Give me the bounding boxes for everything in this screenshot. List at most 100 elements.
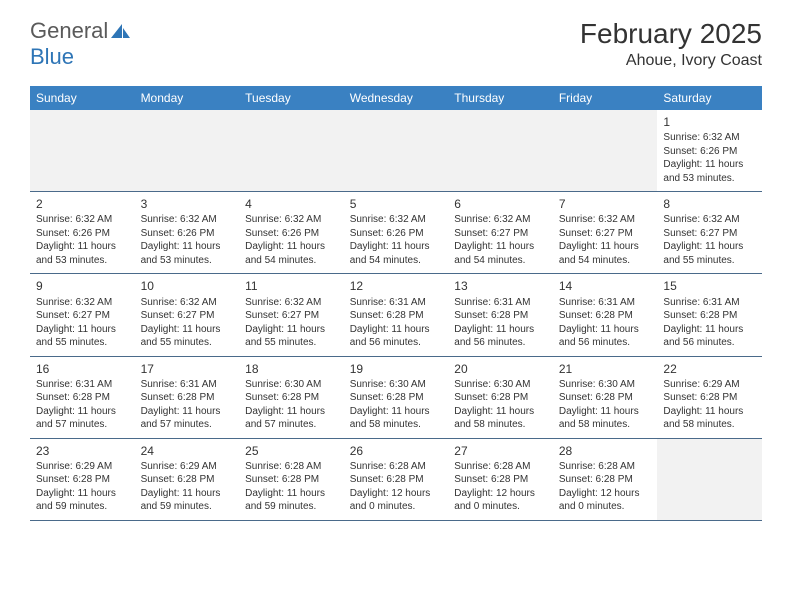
day-number: 12: [350, 278, 443, 294]
sunset-text: Sunset: 6:27 PM: [245, 309, 338, 323]
sunrise-text: Sunrise: 6:32 AM: [559, 213, 652, 227]
daylight-text: Daylight: 11 hours and 59 minutes.: [141, 487, 234, 514]
sunrise-text: Sunrise: 6:32 AM: [350, 213, 443, 227]
day-number: 5: [350, 196, 443, 212]
day-cell: [239, 110, 344, 191]
daylight-text: Daylight: 11 hours and 56 minutes.: [350, 323, 443, 350]
sunset-text: Sunset: 6:28 PM: [663, 309, 756, 323]
sunset-text: Sunset: 6:26 PM: [141, 227, 234, 241]
day-cell: 8Sunrise: 6:32 AMSunset: 6:27 PMDaylight…: [657, 192, 762, 273]
day-number: 1: [663, 114, 756, 130]
day-cell: 2Sunrise: 6:32 AMSunset: 6:26 PMDaylight…: [30, 192, 135, 273]
day-number: 14: [559, 278, 652, 294]
sunset-text: Sunset: 6:28 PM: [454, 473, 547, 487]
day-cell: 10Sunrise: 6:32 AMSunset: 6:27 PMDayligh…: [135, 274, 240, 355]
day-number: 20: [454, 361, 547, 377]
day-cell: 19Sunrise: 6:30 AMSunset: 6:28 PMDayligh…: [344, 357, 449, 438]
day-number: 27: [454, 443, 547, 459]
logo-word1: General: [30, 18, 108, 44]
day-cell: 14Sunrise: 6:31 AMSunset: 6:28 PMDayligh…: [553, 274, 658, 355]
sunrise-text: Sunrise: 6:28 AM: [350, 460, 443, 474]
sunrise-text: Sunrise: 6:31 AM: [559, 296, 652, 310]
sunrise-text: Sunrise: 6:28 AM: [454, 460, 547, 474]
day-cell: 5Sunrise: 6:32 AMSunset: 6:26 PMDaylight…: [344, 192, 449, 273]
day-cell: 28Sunrise: 6:28 AMSunset: 6:28 PMDayligh…: [553, 439, 658, 520]
daylight-text: Daylight: 11 hours and 57 minutes.: [36, 405, 129, 432]
sunrise-text: Sunrise: 6:30 AM: [559, 378, 652, 392]
sunrise-text: Sunrise: 6:29 AM: [663, 378, 756, 392]
daylight-text: Daylight: 11 hours and 59 minutes.: [36, 487, 129, 514]
sunrise-text: Sunrise: 6:31 AM: [350, 296, 443, 310]
sunset-text: Sunset: 6:26 PM: [245, 227, 338, 241]
sunset-text: Sunset: 6:28 PM: [559, 309, 652, 323]
day-cell: [553, 110, 658, 191]
day-cell: 3Sunrise: 6:32 AMSunset: 6:26 PMDaylight…: [135, 192, 240, 273]
day-header-tue: Tuesday: [239, 86, 344, 110]
day-cell: 12Sunrise: 6:31 AMSunset: 6:28 PMDayligh…: [344, 274, 449, 355]
sunrise-text: Sunrise: 6:32 AM: [36, 213, 129, 227]
day-cell: 21Sunrise: 6:30 AMSunset: 6:28 PMDayligh…: [553, 357, 658, 438]
daylight-text: Daylight: 11 hours and 57 minutes.: [141, 405, 234, 432]
day-cell: 1Sunrise: 6:32 AMSunset: 6:26 PMDaylight…: [657, 110, 762, 191]
day-number: 6: [454, 196, 547, 212]
day-number: 17: [141, 361, 234, 377]
day-header-fri: Friday: [553, 86, 658, 110]
sunrise-text: Sunrise: 6:28 AM: [559, 460, 652, 474]
day-cell: 20Sunrise: 6:30 AMSunset: 6:28 PMDayligh…: [448, 357, 553, 438]
sunrise-text: Sunrise: 6:32 AM: [454, 213, 547, 227]
week-row: 2Sunrise: 6:32 AMSunset: 6:26 PMDaylight…: [30, 192, 762, 274]
sunrise-text: Sunrise: 6:32 AM: [663, 213, 756, 227]
day-number: 25: [245, 443, 338, 459]
week-row: 23Sunrise: 6:29 AMSunset: 6:28 PMDayligh…: [30, 439, 762, 521]
sunrise-text: Sunrise: 6:32 AM: [663, 131, 756, 145]
day-cell: 7Sunrise: 6:32 AMSunset: 6:27 PMDaylight…: [553, 192, 658, 273]
week-row: 1Sunrise: 6:32 AMSunset: 6:26 PMDaylight…: [30, 110, 762, 192]
sunrise-text: Sunrise: 6:32 AM: [36, 296, 129, 310]
daylight-text: Daylight: 11 hours and 56 minutes.: [454, 323, 547, 350]
day-cell: 11Sunrise: 6:32 AMSunset: 6:27 PMDayligh…: [239, 274, 344, 355]
day-number: 24: [141, 443, 234, 459]
daylight-text: Daylight: 11 hours and 53 minutes.: [36, 240, 129, 267]
day-cell: [657, 439, 762, 520]
sunrise-text: Sunrise: 6:28 AM: [245, 460, 338, 474]
day-cell: 22Sunrise: 6:29 AMSunset: 6:28 PMDayligh…: [657, 357, 762, 438]
day-number: 13: [454, 278, 547, 294]
daylight-text: Daylight: 11 hours and 58 minutes.: [454, 405, 547, 432]
day-number: 28: [559, 443, 652, 459]
sunrise-text: Sunrise: 6:32 AM: [245, 213, 338, 227]
daylight-text: Daylight: 11 hours and 58 minutes.: [663, 405, 756, 432]
sunset-text: Sunset: 6:26 PM: [350, 227, 443, 241]
title-block: February 2025 Ahoue, Ivory Coast: [580, 18, 762, 70]
daylight-text: Daylight: 11 hours and 56 minutes.: [663, 323, 756, 350]
sunrise-text: Sunrise: 6:29 AM: [141, 460, 234, 474]
daylight-text: Daylight: 11 hours and 55 minutes.: [36, 323, 129, 350]
day-cell: [448, 110, 553, 191]
day-header-row: Sunday Monday Tuesday Wednesday Thursday…: [30, 86, 762, 110]
daylight-text: Daylight: 11 hours and 57 minutes.: [245, 405, 338, 432]
day-cell: 27Sunrise: 6:28 AMSunset: 6:28 PMDayligh…: [448, 439, 553, 520]
daylight-text: Daylight: 11 hours and 54 minutes.: [454, 240, 547, 267]
daylight-text: Daylight: 11 hours and 54 minutes.: [350, 240, 443, 267]
sunset-text: Sunset: 6:28 PM: [454, 391, 547, 405]
sunset-text: Sunset: 6:28 PM: [454, 309, 547, 323]
sunrise-text: Sunrise: 6:30 AM: [454, 378, 547, 392]
day-cell: [135, 110, 240, 191]
day-cell: 24Sunrise: 6:29 AMSunset: 6:28 PMDayligh…: [135, 439, 240, 520]
daylight-text: Daylight: 11 hours and 54 minutes.: [245, 240, 338, 267]
day-number: 2: [36, 196, 129, 212]
sunset-text: Sunset: 6:26 PM: [36, 227, 129, 241]
day-cell: 4Sunrise: 6:32 AMSunset: 6:26 PMDaylight…: [239, 192, 344, 273]
daylight-text: Daylight: 11 hours and 55 minutes.: [141, 323, 234, 350]
sunrise-text: Sunrise: 6:31 AM: [454, 296, 547, 310]
daylight-text: Daylight: 12 hours and 0 minutes.: [454, 487, 547, 514]
daylight-text: Daylight: 11 hours and 55 minutes.: [245, 323, 338, 350]
day-number: 10: [141, 278, 234, 294]
sunset-text: Sunset: 6:28 PM: [245, 391, 338, 405]
sunrise-text: Sunrise: 6:32 AM: [141, 296, 234, 310]
day-header-mon: Monday: [135, 86, 240, 110]
sunset-text: Sunset: 6:28 PM: [141, 473, 234, 487]
sunrise-text: Sunrise: 6:31 AM: [663, 296, 756, 310]
location: Ahoue, Ivory Coast: [580, 52, 762, 70]
day-header-sat: Saturday: [657, 86, 762, 110]
logo-sail-icon: [110, 22, 132, 40]
